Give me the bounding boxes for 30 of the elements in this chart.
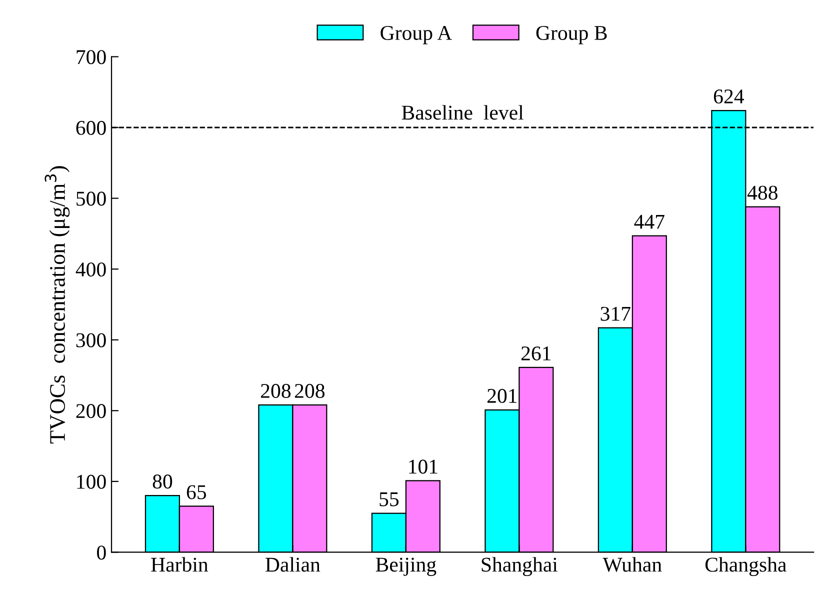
y-tick-label: 700 [76,50,106,64]
data-label: 80 [152,474,172,489]
y-tick-label: 500 [76,192,106,206]
data-label: 208 [294,384,325,398]
data-label: 208 [261,384,291,398]
y-tick-label: 200 [76,404,106,418]
x-tick-label: Beijing [376,558,436,576]
x-tick-label: Wuhan [602,557,662,572]
x-tick-label: Harbin [151,557,208,572]
y-tick-label: 300 [76,333,106,348]
data-label: 65 [186,485,206,500]
data-label: 55 [380,492,399,506]
y-tick-label: 100 [77,474,106,489]
x-tick-label: Dalian [266,557,320,572]
y-axis-title: TVOCs concentration (μg/m$^{3}$) [44,166,70,444]
y-tick-label: 600 [76,120,106,135]
data-label: 261 [521,346,551,360]
ref-line-label: Baseline level [402,105,524,120]
x-tick-label: Shanghai [482,557,558,576]
data-label: 488 [747,186,778,200]
data-label: 624 [714,90,744,104]
data-label: 201 [487,388,517,403]
y-tick-label: 0 [97,546,106,560]
y-tick-label: 400 [76,262,106,277]
legend-label: Group A [380,26,452,44]
data-label: 101 [409,460,438,474]
x-tick-label: Changsha [705,557,786,576]
data-label: 317 [600,306,630,321]
data-label: 447 [634,214,664,229]
legend-label: Group B [536,26,607,44]
